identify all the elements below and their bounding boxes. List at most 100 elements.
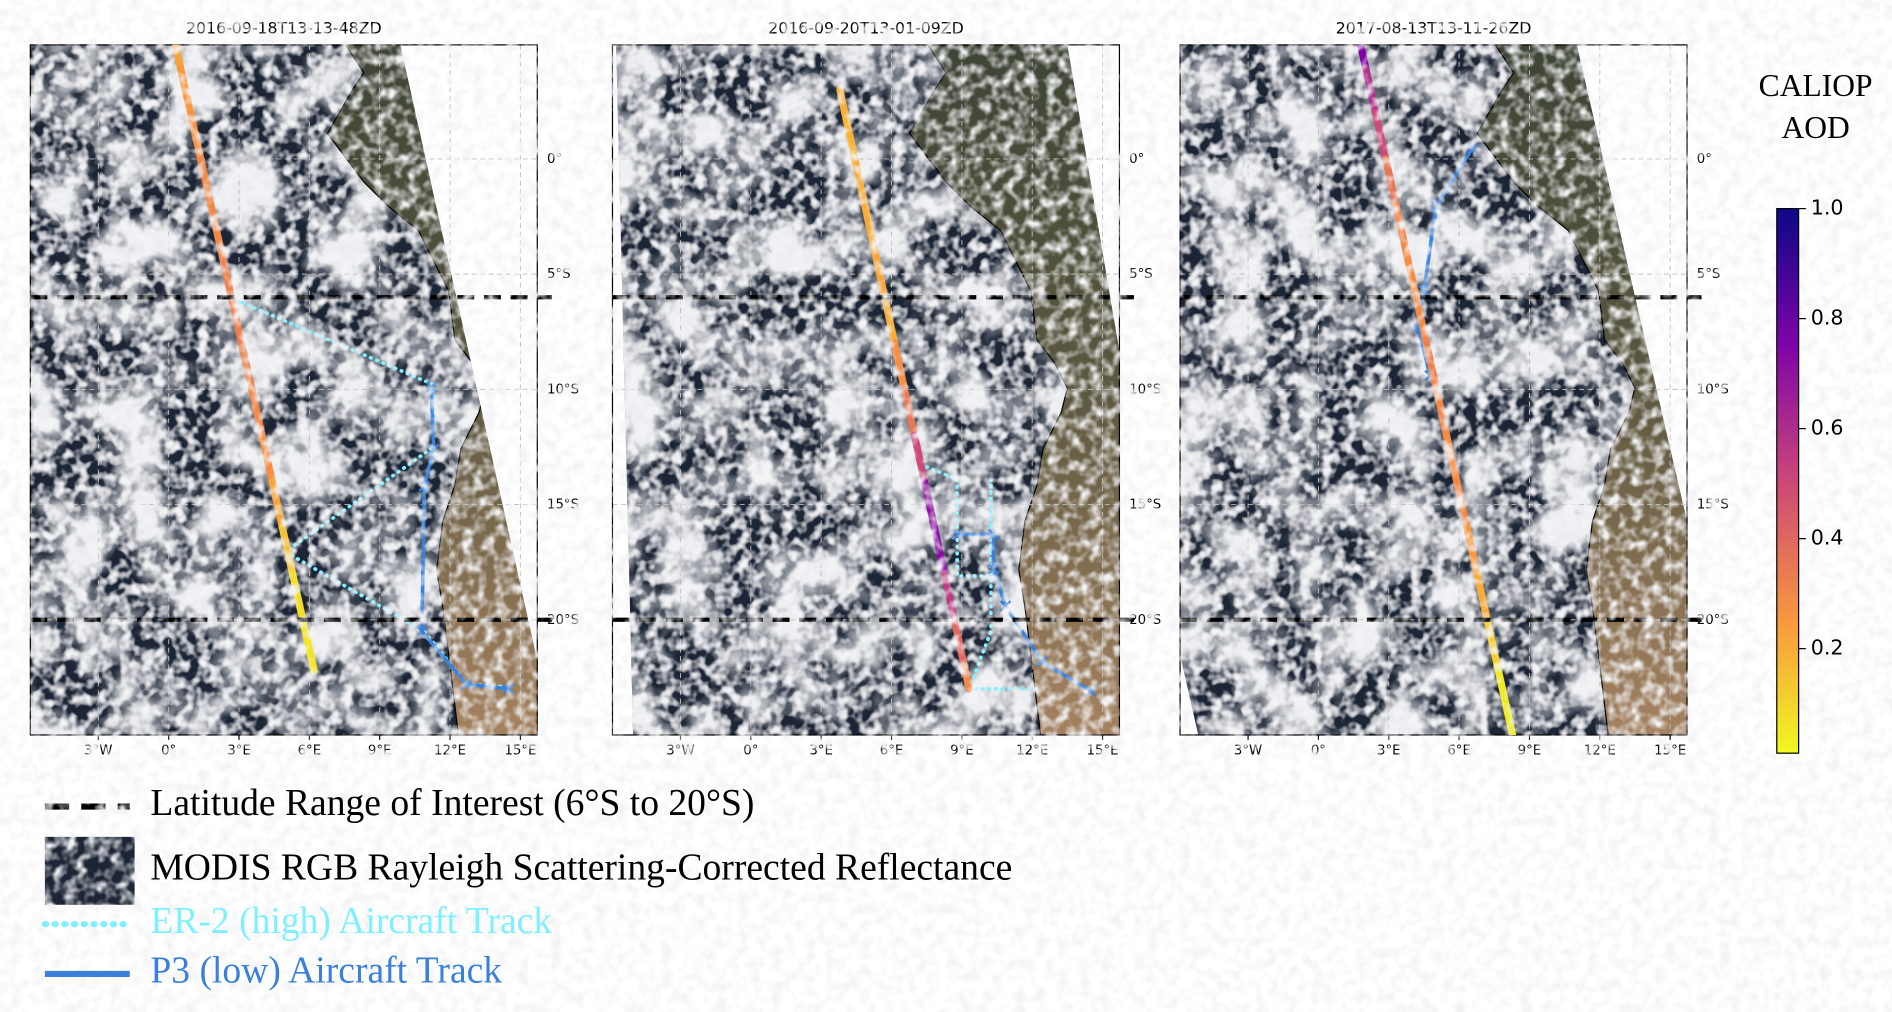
caliop-aod-segment (900, 385, 919, 440)
y-tick-label: 20°S (547, 613, 579, 628)
x-tick-label: 6°E (880, 744, 904, 759)
caliop-aod-segment (1362, 64, 1380, 117)
y-tick-label: 0° (1697, 152, 1712, 167)
y-tick-label: 5°S (1697, 267, 1721, 282)
caliop-aod-segment (1463, 523, 1481, 578)
caliop-aod-segment (207, 201, 225, 255)
legend-label: Latitude Range of Interest (6°S to 20°S) (150, 783, 754, 824)
p3-marker (1085, 685, 1097, 697)
p3-marker (999, 600, 1012, 612)
p3-marker (418, 480, 430, 492)
coastline (1476, 44, 1636, 735)
map-panel: 3°W 0° 3°E 6°E 9°E 12°E 15°E 0° 5°S 10°S 15°S 20°S 2… (29, 19, 579, 759)
x-tick-label: 6°E (1447, 744, 1471, 759)
caliop-aod-segment (1503, 708, 1517, 735)
er2-track (924, 465, 1044, 691)
tracks (1357, 44, 1517, 735)
caliop-aod-segment (197, 155, 215, 209)
p3-marker (416, 625, 428, 638)
x-tick-label: 12°E (434, 744, 466, 759)
caliop-aod-segment (288, 570, 307, 624)
p3-marker (987, 563, 1000, 575)
caliop-aod-segment (940, 570, 958, 624)
p3-marker (1035, 655, 1048, 667)
p3-marker (1418, 284, 1430, 296)
colorbar-tick-label: 0.6 (1811, 416, 1844, 440)
coastline (908, 44, 1068, 735)
colorbar-tick-label: 0.4 (1811, 526, 1844, 550)
y-tick-label: 0° (1129, 152, 1144, 167)
caliop-aod-segment (237, 339, 256, 393)
land (909, 44, 1120, 735)
caliop-aod-segment (1371, 109, 1390, 163)
caliop-aod-segment (1483, 616, 1501, 670)
x-tick-label: 12°E (1016, 744, 1048, 759)
caliop-aod-segment (1422, 339, 1441, 393)
caliop-aod-segment (1473, 570, 1491, 624)
caliop-aod-segment (1493, 662, 1512, 716)
y-tick-label: 15°S (1697, 498, 1729, 513)
caliop-aod-segment (227, 293, 246, 347)
y-tick-label: 10°S (547, 382, 579, 397)
caliop-aod-segment (278, 523, 297, 578)
caliop-aod-segment (861, 201, 879, 255)
caliop-aod-segment (890, 339, 909, 393)
p3-marker (951, 528, 963, 541)
y-tick-label: 15°S (547, 498, 579, 513)
x-tick-label: 3°W (84, 744, 112, 759)
y-tick-label: 20°S (1129, 613, 1161, 628)
p3-track (420, 386, 509, 691)
x-tick-label: 15°E (1087, 744, 1119, 759)
caliop-aod-segment (1442, 431, 1461, 486)
caliop-aod-segment (1357, 44, 1370, 72)
caliop-aod-segment (910, 431, 929, 486)
caliop-aod-segment (930, 523, 949, 578)
tracks (172, 44, 515, 695)
caliop-aod-segment (1412, 293, 1431, 347)
caliop-aod-segment (1453, 477, 1471, 532)
x-tick-label: 3°E (227, 744, 251, 759)
panel-frame (611, 44, 1121, 736)
map-panel: 3°W 0° 3°E 6°E 9°E 12°E 15°E 0° 5°S 10°S 15°S 20°S 2… (611, 19, 1161, 759)
p3-marker (1466, 142, 1479, 154)
panel-title: 2016-09-20T13-01-09ZD (768, 19, 964, 38)
x-tick-label: 0° (1311, 744, 1326, 759)
legend: Latitude Range of Interest (6°S to 20°S)… (41, 783, 1012, 992)
panel-title: 2017-08-13T13-11-26ZD (1336, 19, 1532, 38)
p3-marker (502, 683, 515, 695)
p3-track (957, 532, 1092, 693)
caliop-aod-segment (1402, 247, 1420, 301)
colorbar-tick-label: 1.0 (1811, 196, 1844, 220)
caliop-aod-segment (871, 247, 889, 301)
colorbar-scale (1776, 208, 1800, 754)
x-tick-label: 12°E (1584, 744, 1616, 759)
caliop-aod-segment (960, 662, 973, 693)
caliop-aod-segment (172, 44, 185, 72)
p3-marker (987, 528, 1000, 541)
y-tick-label: 5°S (1129, 267, 1153, 282)
caliop-aod-segment (851, 155, 869, 209)
caliop-aod-segment (1382, 155, 1400, 209)
x-tick-label: 3°W (666, 744, 694, 759)
caliop-aod-segment (299, 616, 315, 661)
p3-marker (425, 381, 438, 393)
colorbar: CALIOP AOD 0.2 0.4 0.6 0.8 1.0 (1759, 68, 1873, 754)
caliop-aod-segment (881, 293, 899, 347)
colorbar-label: CALIOP (1759, 68, 1873, 103)
map-panel: 3°W 0° 3°E 6°E 9°E 12°E 15°E 0° 5°S 10°S 15°S 20°S 2… (1179, 19, 1729, 759)
colorbar-tick-label: 0.8 (1811, 306, 1844, 330)
caliop-aod-segment (186, 109, 205, 163)
x-tick-label: 9°E (1518, 744, 1542, 759)
panel-frame (29, 44, 538, 736)
caliop-aod-segment (258, 431, 276, 486)
legend-label: MODIS RGB Rayleigh Scattering-Corrected … (150, 847, 1012, 888)
caliop-aod-segment (248, 385, 266, 440)
modis-image (616, 44, 1120, 735)
caliop-aod-segment (1432, 385, 1451, 440)
caliop-aod-segment (841, 109, 859, 163)
tracks (836, 86, 1097, 697)
x-tick-label: 6°E (298, 744, 322, 759)
y-tick-label: 5°S (547, 267, 571, 282)
panels: 3°W 0° 3°E 6°E 9°E 12°E 15°E 0° 5°S 10°S 15°S 20°S 2… (29, 19, 1729, 759)
